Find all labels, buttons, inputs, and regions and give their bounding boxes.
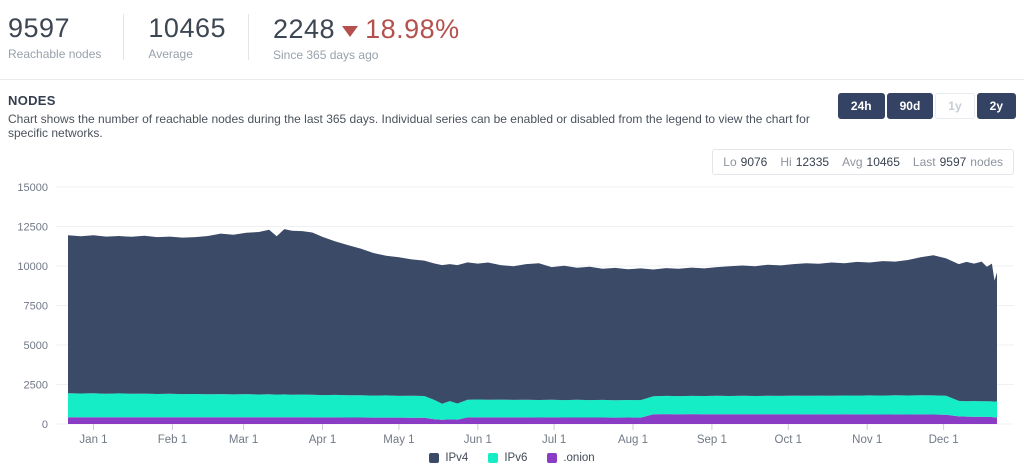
reachable-nodes-label: Reachable nodes [8,46,102,61]
x-axis-tick-label: Jul 1 [542,434,566,446]
stat-value: 12335 [795,155,830,169]
stat-key: Avg [842,155,863,169]
x-axis-tick-label: Dec 1 [929,434,959,446]
stat-avg: Avg 10465 [842,155,900,169]
legend-label: .onion [563,452,595,464]
range-button-1y[interactable]: 1y [935,93,975,119]
x-axis-tick-label: Nov 1 [852,434,882,446]
legend-swatch-icon [488,453,499,463]
nodes-section-header: NODES Chart shows the number of reachabl… [0,80,1024,140]
stat-value: 10465 [866,155,900,169]
stat-divider [123,14,125,60]
chart-stats-row: Lo 9076 Hi 12335 Avg 10465 Last 9597 nodes [0,149,1024,175]
x-axis-tick-label: Feb 1 [158,434,187,446]
decrease-arrow-icon [342,25,359,37]
y-axis-tick-label: 12500 [17,222,48,234]
x-axis-tick-label: Oct 1 [775,434,802,446]
stat-value: 9597 [939,155,967,169]
stat-lo: Lo 9076 [723,155,767,169]
legend-swatch-icon [429,453,440,463]
y-axis-tick-label: 5000 [24,340,48,352]
section-description: Chart shows the number of reachable node… [8,112,810,140]
average-value: 10465 [148,13,226,43]
stat-key: Lo [723,155,737,169]
y-axis-tick-label: 2500 [24,380,48,392]
stat-reachable-nodes: 9597 Reachable nodes [8,13,102,61]
stat-key: Last [912,155,936,169]
legend-label: IPv4 [445,452,469,464]
section-title: NODES [8,93,56,108]
x-axis-tick-label: Apr 1 [309,434,337,446]
x-axis-tick-label: May 1 [383,434,414,446]
stat-change: 2248 18.98% Since 365 days ago [273,14,460,62]
stat-last: Last 9597 nodes [913,155,1003,169]
legend-label: IPv6 [504,452,528,464]
legend-item-IPv6[interactable]: IPv6 [488,452,527,464]
header-divider [0,79,1024,80]
stat-divider [248,14,249,60]
range-button-2y[interactable]: 2y [976,93,1016,119]
change-label: Since 365 days ago [273,48,379,62]
x-axis-tick-label: Jan 1 [79,434,107,446]
x-axis-tick-label: Jun 1 [464,434,492,446]
area-series-IPv6 [68,393,997,420]
stat-value: 9076 [740,155,768,169]
nodes-chart-area[interactable]: 0 2500 5000 7500 10000 12500 15000 Jan 1 Feb 1 Ma… [0,180,1024,450]
chart-stats-box: Lo 9076 Hi 12335 Avg 10465 Last 9597 nodes [712,149,1014,175]
time-range-button-group: 24h 90d 1y 2y [837,93,1016,119]
x-axis-tick-label: Mar 1 [229,434,258,446]
range-button-90d[interactable]: 90d [886,93,934,119]
y-axis-tick-label: 7500 [24,301,48,313]
change-percent: 18.98% [365,14,460,44]
change-value: 2248 [273,13,336,44]
range-button-24h[interactable]: 24h [837,93,885,119]
chart-legend: IPv4 IPv6 .onion [0,452,1024,464]
area-series-IPv4 [68,229,997,404]
y-axis-tick-label: 0 [42,419,48,431]
nodes-stacked-area-chart[interactable]: 0 2500 5000 7500 10000 12500 15000 Jan 1 Feb 1 Ma… [0,180,1024,450]
legend-item-IPv4[interactable]: IPv4 [429,452,468,464]
stat-average: 10465 Average [148,13,226,61]
reachable-nodes-value: 9597 [8,13,71,43]
y-axis-tick-label: 15000 [17,182,48,194]
summary-stats: 9597 Reachable nodes 10465 Average 2248 … [0,0,1024,62]
stat-key: Hi [780,155,792,169]
stat-suffix: nodes [970,155,1003,169]
stat-hi: Hi 12335 [780,155,829,169]
legend-item-onion[interactable]: .onion [547,452,595,464]
area-series-onion [68,414,997,424]
legend-swatch-icon [547,453,558,463]
x-axis-tick-label: Sep 1 [697,434,727,446]
x-axis-tick-label: Aug 1 [618,434,648,446]
y-axis-tick-label: 10000 [17,261,48,273]
average-label: Average [148,46,193,61]
